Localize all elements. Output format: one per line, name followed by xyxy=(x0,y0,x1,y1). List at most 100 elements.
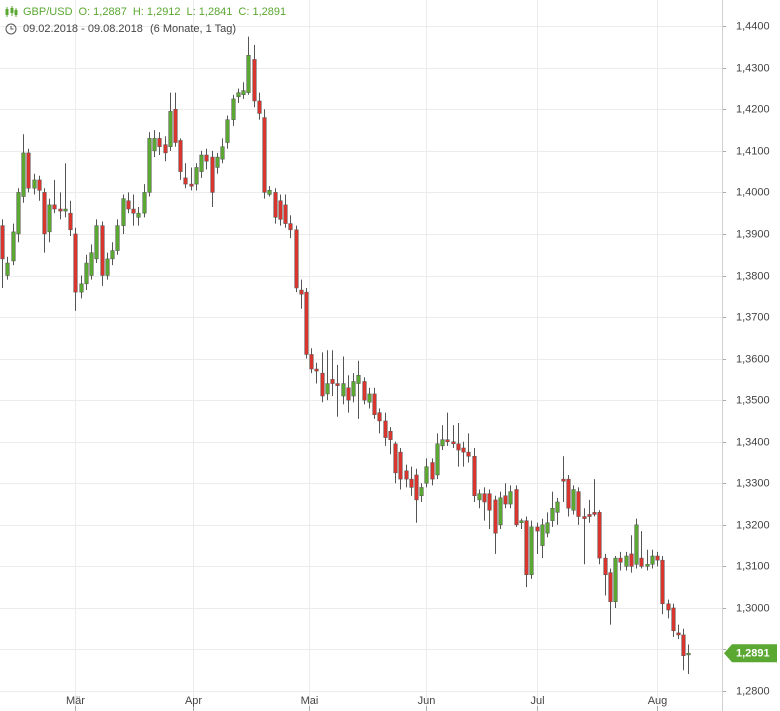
y-tick-label: 1,4200 xyxy=(736,103,770,115)
candle-body xyxy=(686,652,691,656)
candle-body xyxy=(288,223,293,231)
candle-body xyxy=(618,557,623,563)
candle-body xyxy=(210,156,215,193)
candle-body xyxy=(597,512,602,559)
candle-body xyxy=(21,152,26,197)
candle-body xyxy=(131,208,136,214)
candle-body xyxy=(561,478,566,482)
candle-body xyxy=(94,225,99,260)
candle-body xyxy=(529,526,534,575)
candle-body xyxy=(671,607,676,632)
candle-body xyxy=(236,92,241,98)
candle-body xyxy=(445,439,450,442)
candle-body xyxy=(466,451,471,457)
header-item: C: 1,2891 xyxy=(238,6,286,18)
candle-body xyxy=(309,354,314,370)
candle-body xyxy=(314,368,319,372)
candle-body xyxy=(383,420,388,438)
y-tick-label: 1,3800 xyxy=(736,270,770,282)
candle-body xyxy=(456,443,461,451)
candle-body xyxy=(461,447,466,453)
candle-body xyxy=(639,557,644,567)
candle-body xyxy=(660,559,665,605)
candle-body xyxy=(52,204,57,210)
y-tick-label: 1,3100 xyxy=(736,560,770,572)
candle-body xyxy=(519,520,524,524)
candle-body xyxy=(681,634,686,656)
candle-body xyxy=(356,374,361,384)
candle-body xyxy=(603,557,608,575)
candle-body xyxy=(540,524,545,546)
period: (6 Monate, 1 Tag) xyxy=(150,23,236,35)
y-tick-label: 1,2800 xyxy=(736,685,770,697)
candle-body xyxy=(666,603,671,611)
candle-body xyxy=(267,190,272,195)
y-tick-label: 1,3300 xyxy=(736,477,770,489)
y-tick-label: 1,4000 xyxy=(736,186,770,198)
candle-body xyxy=(676,632,681,636)
y-tick-label: 1,4400 xyxy=(736,20,770,32)
candle-body xyxy=(63,208,68,212)
y-tick-label: 1,3400 xyxy=(736,436,770,448)
candle-body xyxy=(142,192,147,214)
candle-body xyxy=(11,231,16,262)
candle-body xyxy=(545,522,550,534)
candle-body xyxy=(503,495,508,505)
candle-body xyxy=(424,466,429,484)
header-item: GBP/USD xyxy=(23,6,73,18)
candle-body xyxy=(414,474,419,501)
candle-body xyxy=(587,514,592,517)
candle-body xyxy=(299,289,304,295)
x-tick-label: Apr xyxy=(185,695,202,707)
candle-body xyxy=(194,167,199,185)
candle-body xyxy=(398,451,403,480)
candle-body xyxy=(16,192,21,235)
candle-body xyxy=(613,557,618,602)
candle-body xyxy=(278,200,283,220)
candle-body xyxy=(32,179,37,189)
candle-body xyxy=(451,441,456,445)
candle-body xyxy=(262,117,267,193)
candles xyxy=(0,36,691,675)
x-tick-label: Mai xyxy=(301,695,319,707)
y-tick-label: 1,3600 xyxy=(736,353,770,365)
candle-body xyxy=(5,262,10,276)
candle-body xyxy=(173,109,178,143)
candle-body xyxy=(645,564,650,567)
candle-body xyxy=(477,493,482,501)
x-tick-label: Jul xyxy=(530,695,544,707)
candle-body xyxy=(231,98,236,120)
candle-body xyxy=(377,412,382,422)
candle-body xyxy=(335,383,340,386)
last-price-label: 1,2891 xyxy=(736,648,770,660)
candle-body xyxy=(393,443,398,474)
candle-body xyxy=(115,225,120,251)
candle-body xyxy=(430,462,435,480)
candle-body xyxy=(419,487,424,496)
candle-body xyxy=(178,140,183,172)
candle-body xyxy=(0,225,5,260)
candle-body xyxy=(26,152,31,189)
candle-body xyxy=(89,252,94,276)
candle-body xyxy=(58,208,63,212)
candle-body xyxy=(576,491,581,517)
candle-body xyxy=(320,372,325,397)
grid xyxy=(0,0,726,711)
candle-body xyxy=(199,154,204,172)
x-tick-label: Mär xyxy=(66,695,85,707)
candle-body xyxy=(257,100,262,114)
candle-body xyxy=(215,156,220,168)
candle-body xyxy=(304,291,309,355)
candle-body xyxy=(435,443,440,476)
candle-body xyxy=(571,489,576,511)
y-tick-label: 1,3700 xyxy=(736,311,770,323)
candle-body xyxy=(152,138,157,152)
candle-body xyxy=(514,489,519,526)
candle-body xyxy=(367,393,372,403)
header-item: H: 1,2912 xyxy=(133,6,181,18)
y-tick-label: 1,3900 xyxy=(736,228,770,240)
candle-body xyxy=(592,512,597,515)
candle-body xyxy=(189,183,194,187)
